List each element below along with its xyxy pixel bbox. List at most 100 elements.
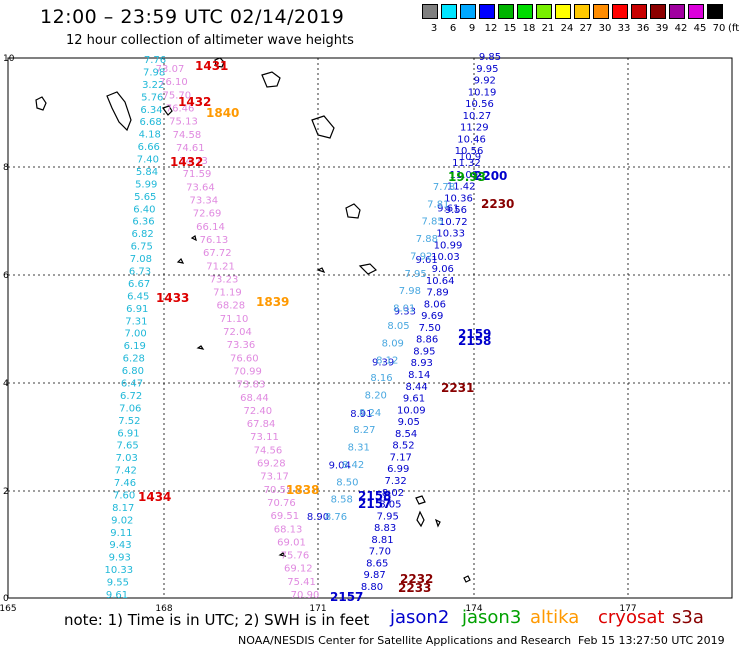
- wave-height-label: 7.95: [404, 269, 426, 280]
- wave-height-label: 9.55: [107, 578, 129, 589]
- wave-height-label: 10.27: [463, 111, 492, 122]
- colorbar-label: 45: [693, 23, 707, 34]
- wave-height-label: 8.52: [392, 441, 414, 452]
- wave-height-label: 11.32: [452, 158, 481, 169]
- pass-time-label: 2233: [398, 581, 431, 595]
- map-border: [7, 57, 733, 599]
- cyan-diagonal-track: 8.76 8.58 8.50 8.42 8.31 8.27 8.24 8.20 8.16 8.12…: [325, 182, 455, 523]
- wave-height-label: 8.16: [370, 373, 392, 384]
- y-tick-label: 4: [3, 379, 9, 389]
- island-outline: [196, 345, 205, 350]
- colorbar-label: 9: [468, 23, 476, 34]
- wave-height-label: 9.39: [372, 358, 394, 369]
- colorbar-swatch: [688, 4, 704, 19]
- wave-height-label: 10.64: [426, 276, 455, 287]
- wave-height-label: 71.19: [213, 288, 242, 299]
- wave-height-label: 73.11: [250, 432, 279, 443]
- wave-height-label: 67.72: [203, 248, 232, 259]
- wave-height-label: 3.22: [142, 80, 164, 91]
- wave-height-label: 74.73: [179, 156, 208, 167]
- blue-track-left: 8.90 9.04 8.91 9.39 9.33 9.61 9.61 10.9: [307, 152, 481, 523]
- wave-height-label: 7.98: [399, 286, 421, 297]
- wave-height-label: 7.60: [113, 491, 135, 502]
- wave-height-label: 75.76: [281, 551, 310, 562]
- colorbar-label: 24: [560, 23, 574, 34]
- x-tick-label: 171: [309, 604, 326, 614]
- wave-height-label: 8.31: [348, 443, 370, 454]
- pass-time-label: 1431: [195, 59, 228, 73]
- wave-height-label: 11.42: [447, 182, 476, 193]
- wave-height-label: 8.42: [342, 460, 364, 471]
- wave-height-label: 76.46: [166, 103, 195, 114]
- wave-height-label: 68.44: [240, 393, 269, 404]
- wave-height-label: 7.52: [118, 416, 140, 427]
- wave-height-label: 6.34: [140, 105, 162, 116]
- wave-height-label: 9.43: [109, 540, 131, 551]
- pass-time-label: 2200: [474, 169, 507, 183]
- cyan-track: 7.767.98 3.225.76 6.346.68 4.186.66 7.405.84…: [104, 55, 166, 601]
- wave-height-label: 10.72: [439, 217, 468, 228]
- colorbar-swatch: [536, 4, 552, 19]
- wave-height-label: 6.47: [121, 379, 143, 390]
- wave-height-label: 74.58: [173, 130, 202, 141]
- wave-height-label: 8.65: [366, 558, 388, 569]
- wave-height-label: 69.12: [284, 564, 313, 575]
- wave-height-label: 7.65: [116, 441, 138, 452]
- colorbar-swatch: [593, 4, 609, 19]
- x-tick-label: 177: [619, 604, 636, 614]
- wave-height-label: 9.87: [363, 570, 385, 581]
- legend-jason3: jason3: [462, 607, 522, 628]
- wave-height-label: 8.91: [350, 409, 372, 420]
- wave-height-label: 69.01: [277, 537, 306, 548]
- wave-height-label: 10.99: [434, 240, 463, 251]
- wave-height-label: 10.56: [455, 146, 484, 157]
- wave-height-label: 7.70: [369, 547, 391, 558]
- wave-height-label: 72.04: [223, 327, 252, 338]
- wave-height-label: 7.95: [377, 511, 399, 522]
- map-gridlines: [8, 58, 732, 598]
- wave-height-label: 10.09: [397, 405, 426, 416]
- wave-height-label: 7.06: [119, 403, 141, 414]
- wave-height-label: 9.92: [474, 76, 496, 87]
- x-tick-label: 168: [155, 604, 172, 614]
- wave-height-label: 75.41: [287, 577, 316, 588]
- wave-height-label: 4.18: [139, 130, 161, 141]
- wave-height-label: 6.80: [122, 366, 144, 377]
- wave-height-label: 7.46: [114, 478, 136, 489]
- wave-height-label: 73.64: [186, 182, 215, 193]
- wave-height-label: 9.04: [329, 461, 351, 472]
- wave-height-label: 10.33: [436, 229, 465, 240]
- colorbar-label: 39: [655, 23, 669, 34]
- wave-height-label: 8.86: [416, 335, 438, 346]
- wave-height-label: 8.01: [393, 304, 415, 315]
- wave-height-label: 6.91: [126, 304, 148, 315]
- wave-height-label: 76.13: [200, 235, 229, 246]
- footer-note: note: 1) Time is in UTC; 2) SWH is in fe…: [64, 611, 370, 629]
- x-tick-label: 165: [0, 604, 17, 614]
- wave-height-label: 75.70: [162, 90, 191, 101]
- wave-height-label: 68.28: [216, 301, 245, 312]
- island-outline: [358, 263, 378, 275]
- wave-height-label: 9.56: [445, 205, 467, 216]
- wave-height-label: 5.76: [141, 92, 163, 103]
- wave-height-label: 10.36: [444, 193, 473, 204]
- wave-height-label: 8.09: [382, 338, 404, 349]
- colorbar-label: 15: [503, 23, 517, 34]
- pass-time-label: 2157: [330, 590, 363, 604]
- wave-height-label: 68.13: [274, 524, 303, 535]
- wave-height-label: 72.69: [193, 209, 222, 220]
- x-tick-label: 174: [465, 604, 482, 614]
- wave-height-label: 73.17: [260, 472, 289, 483]
- island-outline: [35, 96, 47, 111]
- wave-height-label: 6.40: [133, 204, 155, 215]
- wave-height-label: 71.59: [183, 169, 212, 180]
- pass-time-label: 1433: [156, 291, 189, 305]
- colorbar-swatch: [650, 4, 666, 19]
- wave-height-label: 9.02: [111, 515, 133, 526]
- wave-height-label: 76.60: [230, 353, 259, 364]
- wave-height-label: 8.83: [374, 523, 396, 534]
- pass-time-label: 2158: [458, 334, 491, 348]
- colorbar-swatch: [612, 4, 628, 19]
- wave-height-label: 9.85: [479, 52, 501, 63]
- satellite-tracks: 7.767.983.225.766.346.684.186.667.405.84…: [104, 52, 501, 601]
